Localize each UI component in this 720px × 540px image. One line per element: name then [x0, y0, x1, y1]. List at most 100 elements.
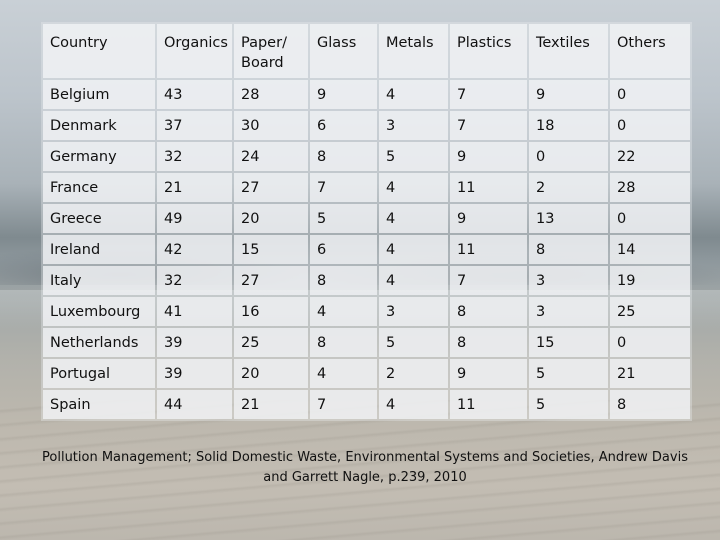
table-row: Portugal 39 20 4 2 9 5 21	[43, 359, 690, 388]
cell-others: 8	[610, 390, 690, 419]
cell-paper-board: 30	[234, 111, 308, 140]
cell-glass: 4	[310, 297, 377, 326]
cell-metals: 4	[379, 390, 448, 419]
cell-others: 21	[610, 359, 690, 388]
header-glass: Glass	[310, 24, 377, 78]
cell-country: Portugal	[43, 359, 155, 388]
cell-textiles: 5	[529, 390, 608, 419]
cell-glass: 9	[310, 80, 377, 109]
header-metals: Metals	[379, 24, 448, 78]
cell-plastics: 11	[450, 390, 527, 419]
cell-glass: 4	[310, 359, 377, 388]
cell-metals: 4	[379, 235, 448, 264]
cell-country: Denmark	[43, 111, 155, 140]
cell-organics: 39	[157, 328, 232, 357]
cell-metals: 3	[379, 111, 448, 140]
cell-metals: 5	[379, 328, 448, 357]
cell-country: Netherlands	[43, 328, 155, 357]
table-row: Spain 44 21 7 4 11 5 8	[43, 390, 690, 419]
table-row: France 21 27 7 4 11 2 28	[43, 173, 690, 202]
cell-metals: 4	[379, 204, 448, 233]
cell-plastics: 7	[450, 80, 527, 109]
cell-organics: 21	[157, 173, 232, 202]
header-paper-board: Paper/ Board	[234, 24, 308, 78]
cell-paper-board: 27	[234, 266, 308, 295]
table-row: Denmark 37 30 6 3 7 18 0	[43, 111, 690, 140]
cell-organics: 39	[157, 359, 232, 388]
table-row: Italy 32 27 8 4 7 3 19	[43, 266, 690, 295]
header-country: Country	[43, 24, 155, 78]
cell-others: 0	[610, 111, 690, 140]
cell-country: Italy	[43, 266, 155, 295]
cell-metals: 4	[379, 266, 448, 295]
cell-metals: 4	[379, 80, 448, 109]
table-row: Germany 32 24 8 5 9 0 22	[43, 142, 690, 171]
cell-plastics: 9	[450, 359, 527, 388]
cell-glass: 6	[310, 235, 377, 264]
header-plastics: Plastics	[450, 24, 527, 78]
cell-glass: 6	[310, 111, 377, 140]
cell-organics: 44	[157, 390, 232, 419]
cell-plastics: 11	[450, 173, 527, 202]
cell-country: Belgium	[43, 80, 155, 109]
cell-textiles: 9	[529, 80, 608, 109]
cell-paper-board: 24	[234, 142, 308, 171]
cell-country: Ireland	[43, 235, 155, 264]
header-others: Others	[610, 24, 690, 78]
cell-plastics: 9	[450, 204, 527, 233]
cell-country: Luxembourg	[43, 297, 155, 326]
background-beach	[0, 400, 720, 540]
cell-metals: 3	[379, 297, 448, 326]
cell-textiles: 8	[529, 235, 608, 264]
cell-textiles: 18	[529, 111, 608, 140]
table-row: Belgium 43 28 9 4 7 9 0	[43, 80, 690, 109]
cell-others: 14	[610, 235, 690, 264]
cell-metals: 4	[379, 173, 448, 202]
cell-textiles: 3	[529, 297, 608, 326]
cell-country: Spain	[43, 390, 155, 419]
cell-paper-board: 27	[234, 173, 308, 202]
table-row: Luxembourg 41 16 4 3 8 3 25	[43, 297, 690, 326]
table-body: Belgium 43 28 9 4 7 9 0 Denmark 37 30 6 3 7 18 0 Germany…	[43, 80, 690, 419]
cell-country: France	[43, 173, 155, 202]
cell-organics: 49	[157, 204, 232, 233]
cell-others: 0	[610, 328, 690, 357]
waste-composition-table-container: Country Organics Paper/ Board Glass Meta…	[41, 22, 692, 421]
cell-glass: 7	[310, 173, 377, 202]
cell-others: 19	[610, 266, 690, 295]
source-caption: Pollution Management; Solid Domestic Was…	[42, 450, 688, 485]
cell-plastics: 7	[450, 111, 527, 140]
cell-glass: 8	[310, 266, 377, 295]
header-textiles: Textiles	[529, 24, 608, 78]
cell-glass: 8	[310, 142, 377, 171]
cell-country: Germany	[43, 142, 155, 171]
cell-glass: 5	[310, 204, 377, 233]
cell-textiles: 5	[529, 359, 608, 388]
table-header-row: Country Organics Paper/ Board Glass Meta…	[43, 24, 690, 78]
cell-paper-board: 21	[234, 390, 308, 419]
cell-textiles: 2	[529, 173, 608, 202]
cell-paper-board: 15	[234, 235, 308, 264]
cell-plastics: 7	[450, 266, 527, 295]
cell-others: 22	[610, 142, 690, 171]
cell-paper-board: 28	[234, 80, 308, 109]
cell-others: 0	[610, 204, 690, 233]
cell-textiles: 13	[529, 204, 608, 233]
cell-paper-board: 16	[234, 297, 308, 326]
cell-others: 0	[610, 80, 690, 109]
cell-textiles: 0	[529, 142, 608, 171]
cell-organics: 37	[157, 111, 232, 140]
table-row: Greece 49 20 5 4 9 13 0	[43, 204, 690, 233]
cell-organics: 32	[157, 266, 232, 295]
cell-organics: 43	[157, 80, 232, 109]
table-row: Ireland 42 15 6 4 11 8 14	[43, 235, 690, 264]
cell-metals: 2	[379, 359, 448, 388]
cell-glass: 8	[310, 328, 377, 357]
header-organics: Organics	[157, 24, 232, 78]
cell-country: Greece	[43, 204, 155, 233]
cell-organics: 42	[157, 235, 232, 264]
table-row: Netherlands 39 25 8 5 8 15 0	[43, 328, 690, 357]
cell-textiles: 3	[529, 266, 608, 295]
cell-others: 28	[610, 173, 690, 202]
cell-paper-board: 25	[234, 328, 308, 357]
